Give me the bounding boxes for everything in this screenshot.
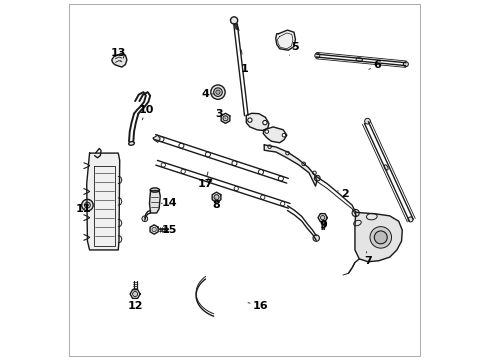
Polygon shape xyxy=(246,113,268,131)
Polygon shape xyxy=(263,127,286,143)
Ellipse shape xyxy=(150,188,159,192)
Circle shape xyxy=(223,116,227,121)
Circle shape xyxy=(132,292,137,297)
Circle shape xyxy=(312,171,316,175)
Text: 11: 11 xyxy=(76,204,91,215)
Text: 7: 7 xyxy=(364,252,371,266)
Text: 4: 4 xyxy=(201,89,214,99)
Circle shape xyxy=(161,163,165,167)
Circle shape xyxy=(179,143,183,148)
Circle shape xyxy=(260,195,264,199)
Circle shape xyxy=(210,85,224,99)
Ellipse shape xyxy=(384,165,387,170)
Text: 10: 10 xyxy=(138,105,153,120)
Text: 15: 15 xyxy=(161,225,177,235)
Circle shape xyxy=(407,217,412,222)
Polygon shape xyxy=(317,213,326,222)
Polygon shape xyxy=(149,191,160,213)
Text: 13: 13 xyxy=(110,48,126,61)
Circle shape xyxy=(181,169,185,174)
Circle shape xyxy=(81,199,93,211)
Text: 8: 8 xyxy=(211,198,219,210)
Circle shape xyxy=(285,151,289,155)
Text: 2: 2 xyxy=(337,189,348,199)
Ellipse shape xyxy=(366,213,376,220)
Circle shape xyxy=(152,227,156,231)
Polygon shape xyxy=(212,192,221,202)
Circle shape xyxy=(213,88,222,96)
Circle shape xyxy=(234,186,238,191)
Circle shape xyxy=(214,195,219,200)
Circle shape xyxy=(267,145,271,148)
Text: 9: 9 xyxy=(319,220,326,230)
Circle shape xyxy=(84,202,90,208)
Ellipse shape xyxy=(128,141,134,145)
Circle shape xyxy=(258,170,263,175)
Circle shape xyxy=(205,152,210,157)
Circle shape xyxy=(282,134,285,137)
Circle shape xyxy=(280,202,285,206)
Ellipse shape xyxy=(353,220,361,226)
Polygon shape xyxy=(130,290,140,298)
Polygon shape xyxy=(112,54,126,67)
Circle shape xyxy=(301,162,305,166)
Circle shape xyxy=(364,118,369,124)
Circle shape xyxy=(369,226,391,248)
Circle shape xyxy=(262,121,266,125)
Circle shape xyxy=(142,216,147,222)
Circle shape xyxy=(231,161,237,166)
Text: 14: 14 xyxy=(161,198,177,208)
Polygon shape xyxy=(153,135,160,142)
Polygon shape xyxy=(221,113,229,123)
Ellipse shape xyxy=(355,58,362,61)
Polygon shape xyxy=(275,30,295,50)
Polygon shape xyxy=(150,225,158,234)
Circle shape xyxy=(351,210,359,217)
Circle shape xyxy=(247,118,251,122)
Circle shape xyxy=(86,204,88,206)
Circle shape xyxy=(278,176,283,181)
Text: 12: 12 xyxy=(127,298,142,311)
Circle shape xyxy=(215,90,220,94)
Circle shape xyxy=(230,17,237,24)
Circle shape xyxy=(159,137,163,142)
Circle shape xyxy=(312,235,319,241)
Text: 3: 3 xyxy=(215,109,225,119)
Text: 16: 16 xyxy=(247,301,268,311)
Text: 6: 6 xyxy=(368,60,380,70)
Circle shape xyxy=(264,130,268,134)
Circle shape xyxy=(314,53,319,58)
Polygon shape xyxy=(264,145,316,186)
Text: 17: 17 xyxy=(197,172,212,189)
Circle shape xyxy=(207,178,211,182)
Polygon shape xyxy=(354,212,402,262)
Circle shape xyxy=(403,62,407,67)
Circle shape xyxy=(314,175,320,181)
Polygon shape xyxy=(86,153,120,250)
Circle shape xyxy=(373,231,386,244)
Circle shape xyxy=(320,216,324,220)
Text: 1: 1 xyxy=(240,50,248,74)
Text: 5: 5 xyxy=(289,42,298,55)
